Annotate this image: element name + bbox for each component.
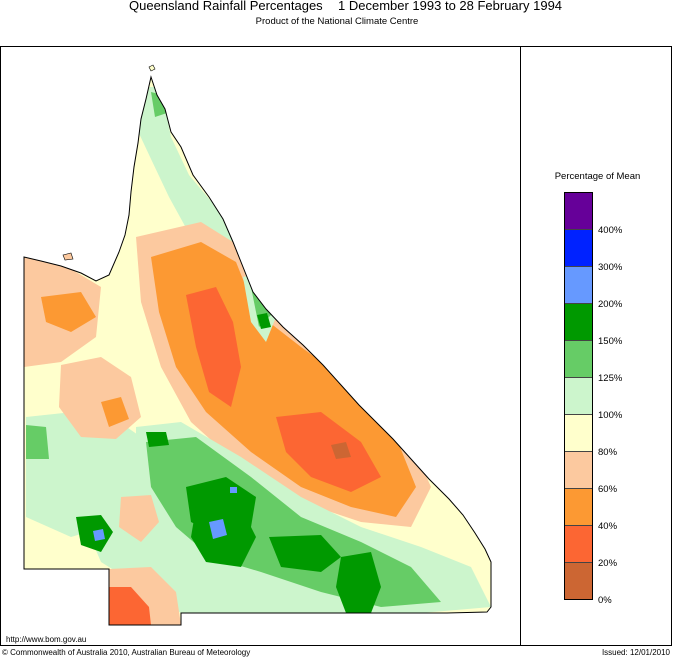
queensland-outline — [23, 75, 492, 626]
zone-southeast-200-300-a — [209, 519, 227, 539]
mornington-island — [62, 252, 74, 261]
zone-southeast-150-200-c — [269, 535, 341, 572]
zone-central-20-40-b — [276, 412, 381, 492]
legend-swatch — [564, 377, 592, 414]
footer-issued: Issued: 12/01/2010 — [601, 648, 670, 657]
map-subtitle: Product of the National Climate Centre — [255, 16, 419, 27]
zone-central-0-20 — [331, 442, 351, 459]
legend-label: 100% — [598, 410, 623, 421]
zone-southeast-150-200-d — [336, 552, 381, 613]
footer-url: http://www.bom.gov.au — [6, 635, 87, 644]
legend-label: 0% — [598, 595, 612, 606]
legend-label: 80% — [598, 447, 618, 458]
legend-swatch — [564, 303, 592, 340]
legend-label: 40% — [598, 521, 618, 532]
map-title: Queensland Rainfall Percentages 1 Decemb… — [0, 0, 674, 16]
legend-label: 400% — [598, 225, 623, 236]
legend-swatch — [564, 266, 592, 303]
zone-central-20-40-a — [186, 287, 241, 407]
legend-divider — [520, 46, 521, 646]
legend-swatch — [564, 562, 592, 599]
zone-south-200-300 — [93, 529, 105, 541]
footer-copyright: © Commonwealth of Australia 2010, Austra… — [2, 648, 251, 657]
legend-swatch — [564, 525, 592, 562]
zone-southwest-125-150 — [26, 425, 49, 459]
zone-west-40-60 — [41, 292, 96, 332]
zone-southeast-200-300-b — [230, 487, 237, 493]
legend-swatch — [564, 229, 592, 266]
map-frame — [0, 46, 672, 646]
zone-southeast-150-200-e — [146, 432, 169, 447]
map-title-region: Queensland Rainfall Percentages — [129, 0, 323, 13]
zone-inland-60-80 — [119, 495, 159, 542]
zone-far-south-20-40 — [109, 587, 151, 625]
zone-central-west-40-60 — [101, 397, 129, 427]
torres-strait-island — [148, 64, 156, 72]
legend-label: 200% — [598, 299, 623, 310]
legend-label: 300% — [598, 262, 623, 273]
rainfall-zones — [24, 77, 491, 625]
legend-swatch — [564, 414, 592, 451]
legend-swatch — [564, 488, 592, 525]
rainfall-map — [23, 64, 492, 626]
zone-southeast-150-200-b — [191, 507, 256, 567]
legend-swatch — [564, 451, 592, 488]
legend-label: 125% — [598, 373, 623, 384]
legend-title: Percentage of Mean — [554, 171, 641, 182]
map-title-period: 1 December 1993 to 28 February 1994 — [338, 0, 563, 13]
legend-swatch — [564, 340, 592, 377]
legend-swatch — [564, 192, 592, 229]
legend-label: 60% — [598, 484, 618, 495]
zone-coast-150-200 — [257, 313, 271, 329]
legend-label: 20% — [598, 558, 618, 569]
legend-label: 150% — [598, 336, 623, 347]
